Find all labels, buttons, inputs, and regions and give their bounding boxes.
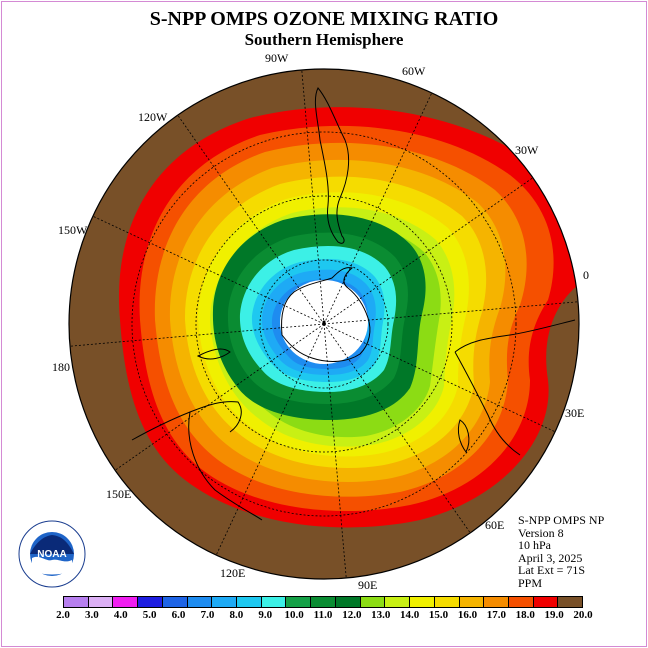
colorbar-segment — [212, 597, 238, 607]
colorbar-tick-label: 13.0 — [371, 609, 391, 621]
colorbar — [63, 596, 583, 608]
colorbar-tick-label: 6.0 — [171, 609, 186, 621]
lon-label-180: 180 — [52, 360, 70, 374]
colorbar-tick-label: 5.0 — [142, 609, 157, 621]
map-subtitle: Southern Hemisphere — [244, 30, 404, 49]
lon-label-120e: 120E — [220, 566, 246, 580]
latitude-circle-2 — [195, 195, 453, 453]
meridian-line — [323, 323, 471, 534]
pole-marker — [322, 320, 326, 324]
colorbar-segment — [410, 597, 435, 607]
colorbar-segment — [162, 597, 188, 607]
colorbar-tick-label: 2.0 — [56, 609, 70, 621]
colorbar-segment — [88, 597, 114, 607]
colorbar-tick-label: 19.0 — [544, 609, 564, 621]
colorbar-tick-label: 10.0 — [284, 609, 304, 621]
info-level: 10 hPa — [518, 538, 551, 552]
meridian-line — [69, 323, 325, 347]
lon-label-90w: 90W — [265, 51, 289, 65]
colorbar-tick-label: 18.0 — [515, 609, 535, 621]
colorbar-tick-label: 3.0 — [85, 609, 99, 621]
lon-label-0: 0 — [583, 268, 589, 282]
colorbar-segment — [459, 597, 485, 607]
map-title: S-NPP OMPS OZONE MIXING RATIO — [149, 8, 499, 30]
graticule — [69, 69, 579, 579]
lon-label-30w: 30W — [515, 143, 539, 157]
meridian-line — [323, 323, 347, 579]
lon-label-30e: 30E — [565, 406, 585, 420]
colorbar-tick-label: 17.0 — [486, 609, 506, 621]
colorbar-tick-label: 16.0 — [457, 609, 478, 621]
colorbar-segment — [113, 597, 139, 607]
colorbar-segment — [533, 597, 559, 607]
lon-label-120w: 120W — [138, 110, 168, 124]
colorbar-tick-label: 7.0 — [200, 609, 215, 621]
colorbar-segment — [360, 597, 386, 607]
new-zealand — [196, 348, 231, 360]
colorbar-segment — [237, 597, 262, 607]
meridian-line — [323, 323, 556, 433]
south-america-coast — [314, 87, 350, 244]
meridian-line — [92, 215, 325, 325]
info-date: April 3, 2025 — [518, 550, 583, 565]
info-panel: S-NPP OMPS NP Version 8 10 hPa April 3, … — [518, 514, 604, 589]
colorbar-segment — [385, 597, 411, 607]
colorbar-segment — [187, 597, 213, 607]
lon-label-90e: 90E — [358, 578, 378, 592]
colorbar-tick-label: 20.0 — [573, 609, 593, 621]
colorbar-segment — [311, 597, 336, 607]
colorbar-segment — [64, 597, 89, 607]
meridian-line — [323, 177, 534, 325]
info-instrument: S-NPP OMPS NP — [518, 513, 605, 527]
africa-coast — [454, 319, 576, 456]
colorbar-segment — [261, 597, 287, 607]
lon-label-60e: 60E — [485, 518, 505, 532]
meridian-line — [177, 114, 325, 325]
info-units: PPM — [518, 575, 543, 590]
colorbar-segment — [484, 597, 509, 607]
colorbar-tick-label: 9.0 — [258, 609, 273, 621]
latitude-circle-1 — [259, 259, 389, 389]
colorbar-tick-label: 8.0 — [229, 609, 244, 621]
noaa-logo-icon: NOAA — [18, 520, 86, 588]
colorbar-tick-label: 11.0 — [313, 609, 333, 621]
noaa-logo-text: NOAA — [37, 549, 66, 560]
colorbar-ticks: 2.0 3.0 4.0 5.0 6.0 7.0 8.0 9.0 10.0 11.0 12.0 13.0… — [56, 609, 593, 623]
colorbar-segment — [508, 597, 534, 607]
colorbar-tick-label: 12.0 — [342, 609, 362, 621]
colorbar-tick-label: 14.0 — [400, 609, 420, 621]
meridian-line — [114, 323, 325, 471]
info-version: Version 8 — [518, 525, 564, 540]
colorbar-tick-label: 4.0 — [113, 609, 128, 621]
lon-label-150e: 150E — [106, 487, 132, 501]
meridian-line — [323, 92, 433, 325]
madagascar — [457, 419, 470, 453]
continent-outlines — [131, 87, 576, 521]
colorbar-segment — [286, 597, 312, 607]
lon-label-60w: 60W — [402, 64, 426, 78]
colorbar-segment — [335, 597, 361, 607]
meridian-line — [301, 69, 325, 325]
colorbar-segment — [434, 597, 460, 607]
colorbar-segment — [558, 597, 583, 607]
latitude-circle-3 — [131, 131, 517, 517]
colorbar-tick-label: 15.0 — [428, 609, 449, 621]
meridian-line — [323, 301, 579, 325]
info-lat-ext: Lat Ext = 71S — [518, 563, 586, 577]
colorbar-segment — [138, 597, 163, 607]
lon-label-150w: 150W — [58, 223, 88, 237]
meridian-line — [215, 323, 325, 556]
australia-coast — [131, 401, 263, 521]
globe-outline — [68, 68, 580, 580]
